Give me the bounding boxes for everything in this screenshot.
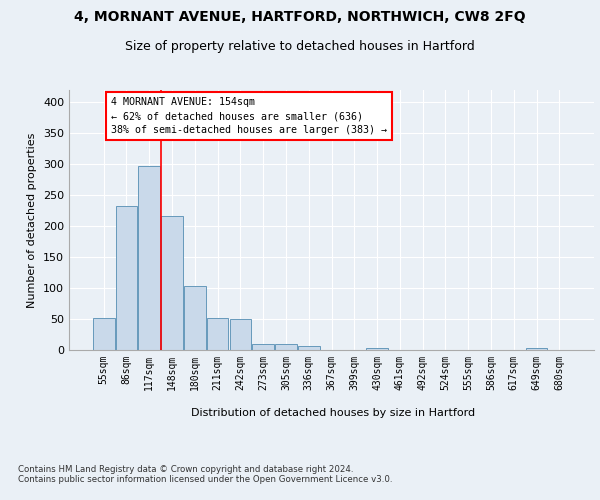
Bar [366, 348, 388, 350]
Bar [93, 318, 115, 350]
Text: Size of property relative to detached houses in Hartford: Size of property relative to detached ho… [125, 40, 475, 53]
Bar [161, 216, 183, 350]
Text: Distribution of detached houses by size in Hartford: Distribution of detached houses by size … [191, 408, 475, 418]
Bar [526, 348, 547, 350]
Text: 4, MORNANT AVENUE, HARTFORD, NORTHWICH, CW8 2FQ: 4, MORNANT AVENUE, HARTFORD, NORTHWICH, … [74, 10, 526, 24]
Text: 4 MORNANT AVENUE: 154sqm
← 62% of detached houses are smaller (636)
38% of semi-: 4 MORNANT AVENUE: 154sqm ← 62% of detach… [110, 98, 386, 136]
Bar [275, 344, 297, 350]
Y-axis label: Number of detached properties: Number of detached properties [28, 132, 37, 308]
Bar [298, 346, 320, 350]
Bar [184, 286, 206, 350]
Text: Contains HM Land Registry data © Crown copyright and database right 2024.
Contai: Contains HM Land Registry data © Crown c… [18, 465, 392, 484]
Bar [116, 206, 137, 350]
Bar [207, 318, 229, 350]
Bar [139, 166, 160, 350]
Bar [230, 319, 251, 350]
Bar [253, 344, 274, 350]
